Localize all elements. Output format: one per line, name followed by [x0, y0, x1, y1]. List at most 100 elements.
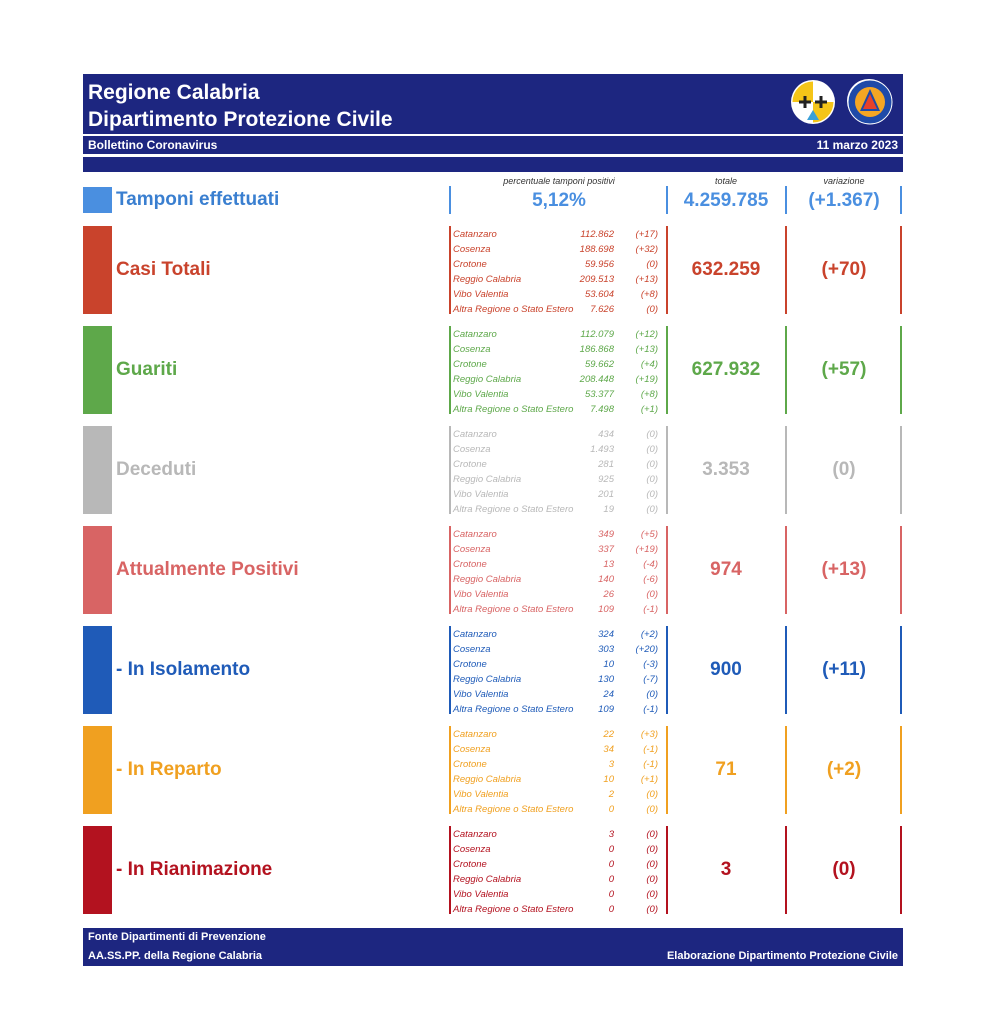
- province-variation: (0): [646, 904, 658, 915]
- province-name: Vibo Valentia: [453, 389, 509, 400]
- category-variation: (+57): [821, 359, 867, 380]
- province-name: Cosenza: [453, 544, 491, 555]
- category-divider: [666, 526, 668, 614]
- category-swatch: [83, 726, 112, 814]
- column-header-variation: variazione: [823, 176, 865, 186]
- category-divider: [785, 626, 787, 714]
- province-variation: (-1): [643, 759, 658, 770]
- province-variation: (-4): [643, 559, 658, 570]
- province-name: Altra Regione o Stato Estero: [453, 504, 574, 515]
- department-title: Dipartimento Protezione Civile: [88, 108, 393, 131]
- province-name: Catanzaro: [453, 529, 497, 540]
- province-value: 0: [608, 889, 614, 900]
- province-name: Crotone: [453, 859, 487, 870]
- province-value: 0: [608, 874, 614, 885]
- tamponi-swatch: [83, 187, 112, 213]
- province-row: Cosenza 1.493 (0): [453, 442, 658, 457]
- province-name: Crotone: [453, 259, 487, 270]
- tamponi-divider-mid: [666, 186, 668, 214]
- category-label: - In Rianimazione: [116, 859, 273, 880]
- province-name: Crotone: [453, 759, 487, 770]
- province-name: Crotone: [453, 459, 487, 470]
- province-row: Catanzaro 112.862 (+17): [453, 227, 658, 242]
- category-swatch: [83, 526, 112, 614]
- province-name: Altra Regione o Stato Estero: [453, 704, 574, 715]
- province-row: Vibo Valentia 53.604 (+8): [453, 287, 658, 302]
- province-name: Vibo Valentia: [453, 689, 509, 700]
- category-row-positivi: Attualmente Positivi Catanzaro 349 (+5) Cose…: [0, 526, 995, 615]
- footer-bar: Fonte Dipartimenti di Prevenzione AA.SS.…: [83, 928, 903, 966]
- category-divider: [785, 526, 787, 614]
- province-row: Crotone 0 (0): [453, 857, 658, 872]
- province-row: Reggio Calabria 925 (0): [453, 472, 658, 487]
- province-variation: (+1): [640, 404, 658, 415]
- province-row: Catanzaro 434 (0): [453, 427, 658, 442]
- province-row: Vibo Valentia 2 (0): [453, 787, 658, 802]
- province-row: Crotone 10 (-3): [453, 657, 658, 672]
- category-label: - In Isolamento: [116, 659, 251, 680]
- category-label: Deceduti: [116, 459, 197, 480]
- province-value: 130: [598, 674, 614, 685]
- province-row: Crotone 3 (-1): [453, 757, 658, 772]
- province-value: 59.956: [584, 259, 614, 270]
- province-value: 0: [608, 844, 614, 855]
- province-value: 109: [598, 704, 614, 715]
- province-row: Catanzaro 22 (+3): [453, 727, 658, 742]
- province-variation: (+19): [635, 374, 658, 385]
- province-value: 10: [603, 774, 614, 785]
- footer-credit: Elaborazione Dipartimento Protezione Civ…: [666, 950, 898, 962]
- category-total: 71: [715, 759, 737, 780]
- province-variation: (0): [646, 789, 658, 800]
- province-name: Cosenza: [453, 444, 491, 455]
- province-variation: (-1): [643, 604, 658, 615]
- category-divider: [900, 826, 902, 914]
- calabria-crest-logo: [791, 80, 835, 124]
- province-row: Vibo Valentia 0 (0): [453, 887, 658, 902]
- province-name: Vibo Valentia: [453, 889, 509, 900]
- province-value: 53.604: [584, 289, 614, 300]
- province-value: 24: [603, 689, 614, 700]
- province-variation: (+3): [640, 729, 658, 740]
- province-value: 208.448: [579, 374, 614, 385]
- province-name: Catanzaro: [453, 329, 497, 340]
- province-name: Altra Regione o Stato Estero: [453, 804, 574, 815]
- province-name: Catanzaro: [453, 229, 497, 240]
- category-divider: [449, 226, 451, 314]
- province-name: Reggio Calabria: [453, 574, 522, 585]
- province-name: Catanzaro: [453, 429, 497, 440]
- column-header-percent: percentuale tamponi positivi: [503, 176, 615, 186]
- category-swatch: [83, 626, 112, 714]
- category-total: 627.932: [691, 359, 761, 380]
- province-value: 109: [598, 604, 614, 615]
- province-row: Cosenza 188.698 (+32): [453, 242, 658, 257]
- category-swatch: [83, 426, 112, 514]
- province-value: 349: [598, 529, 614, 540]
- province-variation: (0): [646, 429, 658, 440]
- province-name: Vibo Valentia: [453, 289, 509, 300]
- province-value: 3: [608, 759, 614, 770]
- province-variation: (0): [646, 859, 658, 870]
- province-name: Altra Regione o Stato Estero: [453, 604, 574, 615]
- province-row: Crotone 13 (-4): [453, 557, 658, 572]
- province-variation: (+20): [635, 644, 658, 655]
- category-label: Casi Totali: [116, 259, 211, 280]
- category-divider: [666, 226, 668, 314]
- province-value: 2: [608, 789, 614, 800]
- province-variation: (0): [646, 489, 658, 500]
- province-value: 26: [603, 589, 614, 600]
- category-swatch: [83, 826, 112, 914]
- province-name: Catanzaro: [453, 629, 497, 640]
- category-divider: [449, 826, 451, 914]
- province-variation: (0): [646, 259, 658, 270]
- province-row: Catanzaro 3 (0): [453, 827, 658, 842]
- province-variation: (0): [646, 844, 658, 855]
- category-divider: [900, 726, 902, 814]
- province-variation: (+19): [635, 544, 658, 555]
- province-name: Vibo Valentia: [453, 489, 509, 500]
- province-name: Cosenza: [453, 644, 491, 655]
- province-name: Catanzaro: [453, 829, 497, 840]
- province-variation: (0): [646, 589, 658, 600]
- province-variation: (-7): [643, 674, 658, 685]
- footer-source-line1: Fonte Dipartimenti di Prevenzione: [88, 931, 266, 943]
- category-divider: [785, 326, 787, 414]
